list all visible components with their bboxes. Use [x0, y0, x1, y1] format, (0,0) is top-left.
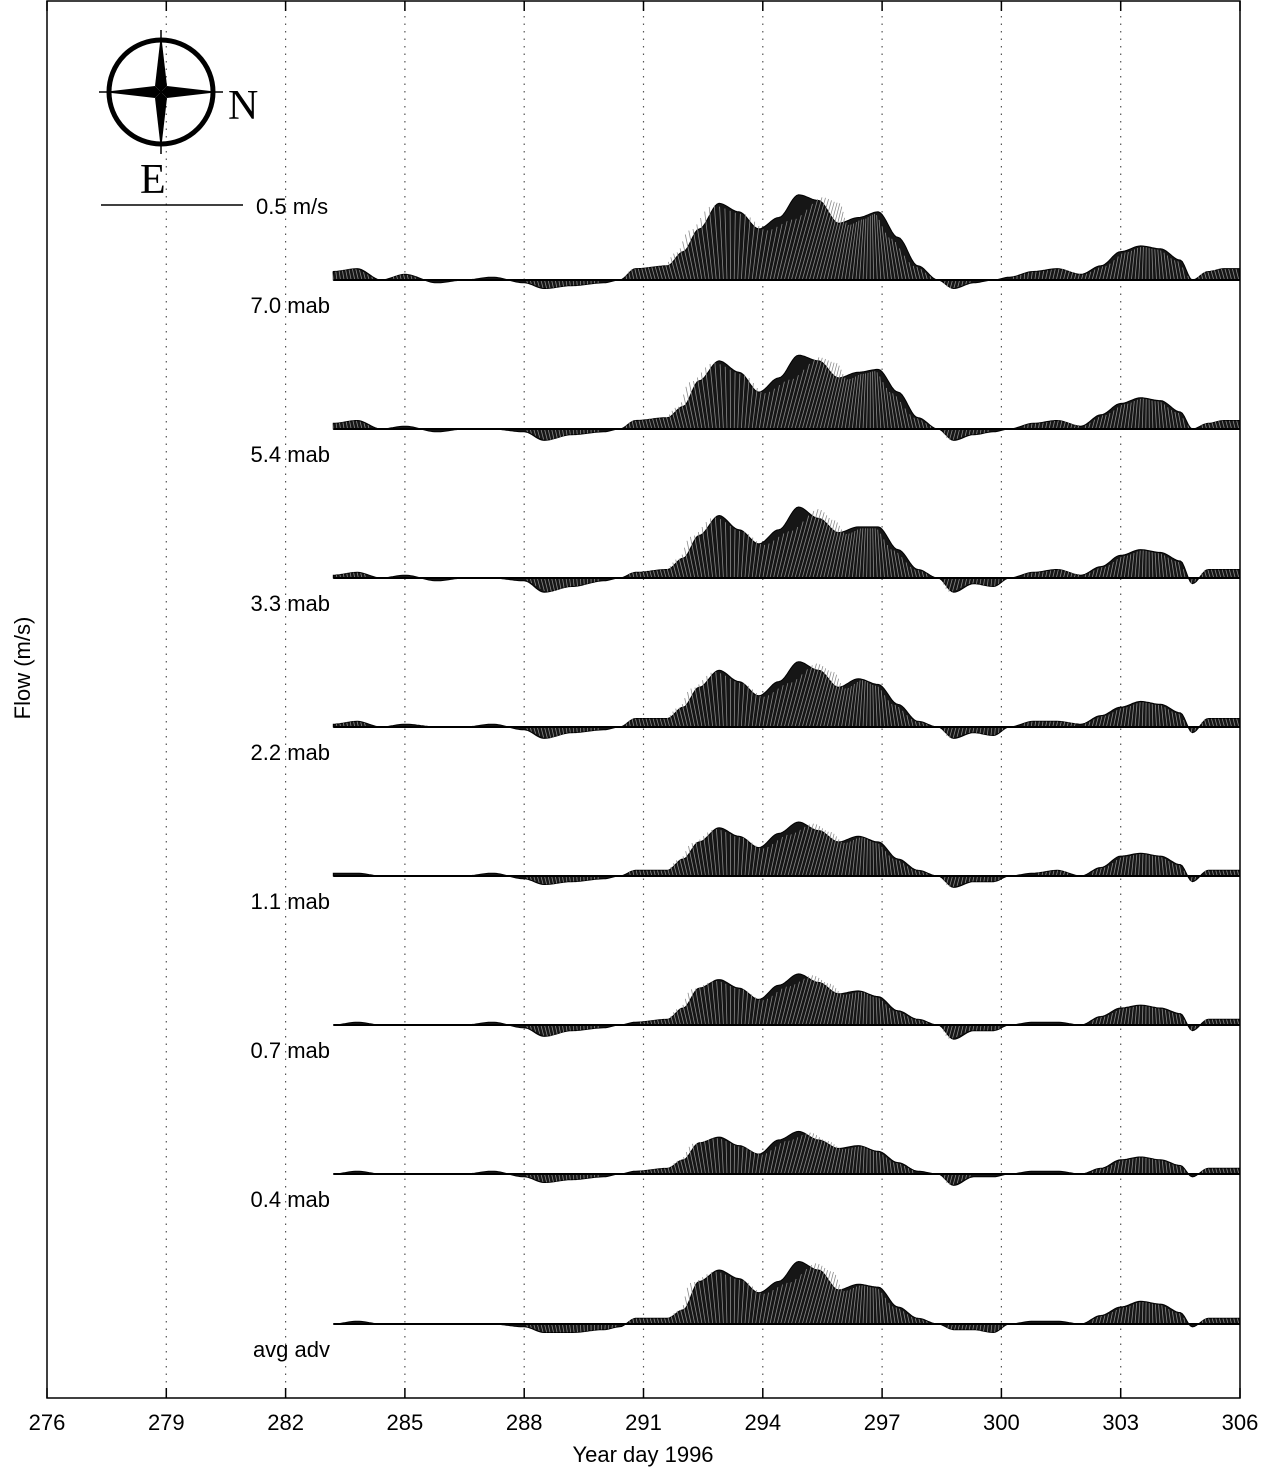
- series-label: 5.4 mab: [251, 442, 331, 467]
- series-envelope: [333, 973, 1241, 1040]
- series-0-7-mab: 0.7 mab: [251, 973, 1241, 1063]
- series-envelope: [332, 506, 1241, 593]
- series-envelope: [332, 661, 1241, 739]
- x-tick-label-306: 306: [1222, 1410, 1259, 1435]
- series-envelope: [332, 821, 1241, 888]
- x-tick-label-285: 285: [387, 1410, 424, 1435]
- series-sticks: [526, 823, 1240, 887]
- x-tick-label-282: 282: [267, 1410, 304, 1435]
- series-label: 3.3 mab: [251, 591, 331, 616]
- x-tick-layer: 276 279 282 285 288 291 294 297 300 303 306: [29, 1, 1259, 1435]
- series-envelope: [333, 1130, 1241, 1186]
- plot-frame: [46, 0, 1241, 1399]
- series-7-0-mab: 7.0 mab: [251, 194, 1241, 318]
- series-label: avg adv: [253, 1337, 330, 1362]
- series-1-1-mab: 1.1 mab: [251, 821, 1241, 914]
- series-sticks: [332, 357, 1240, 441]
- series-0-4-mab: 0.4 mab: [251, 1130, 1241, 1212]
- series-envelope: [332, 354, 1241, 441]
- series-3-3-mab: 3.3 mab: [251, 506, 1241, 616]
- x-tick-label-291: 291: [625, 1410, 662, 1435]
- series-2-2-mab: 2.2 mab: [251, 661, 1241, 765]
- series-layer: 7.0 mab 5.4 mab 3.3 mab 2.2 mab 1.1 mab 0.7 m…: [251, 194, 1241, 1362]
- series-label: 1.1 mab: [251, 889, 331, 914]
- x-tick-label-297: 297: [864, 1410, 901, 1435]
- x-tick-label-300: 300: [983, 1410, 1020, 1435]
- series-label: 0.7 mab: [251, 1038, 331, 1063]
- series-label: 0.4 mab: [251, 1187, 331, 1212]
- x-tick-label-294: 294: [744, 1410, 781, 1435]
- compass-rose: [99, 30, 223, 154]
- x-tick-label-288: 288: [506, 1410, 543, 1435]
- series-sticks: [332, 197, 1240, 289]
- series-sticks: [336, 663, 1240, 739]
- x-axis-label: Year day 1996: [572, 1442, 713, 1467]
- series-envelope: [333, 1260, 1241, 1334]
- scale-bar-label: 0.5 m/s: [256, 194, 328, 219]
- series-sticks: [526, 975, 1240, 1039]
- compass-north-label: N: [228, 83, 258, 129]
- x-tick-label-276: 276: [29, 1410, 66, 1435]
- y-axis-label: Flow (m/s): [10, 617, 35, 720]
- series-sticks: [526, 1132, 1240, 1185]
- compass-east-label: E: [140, 157, 166, 203]
- series-5-4-mab: 5.4 mab: [251, 354, 1241, 467]
- x-tick-label-303: 303: [1102, 1410, 1139, 1435]
- series-avg-adv: avg adv: [253, 1260, 1241, 1362]
- series-sticks: [526, 1263, 1240, 1333]
- series-sticks: [336, 508, 1240, 592]
- series-label: 7.0 mab: [251, 293, 331, 318]
- series-label: 2.2 mab: [251, 740, 331, 765]
- x-tick-label-279: 279: [148, 1410, 185, 1435]
